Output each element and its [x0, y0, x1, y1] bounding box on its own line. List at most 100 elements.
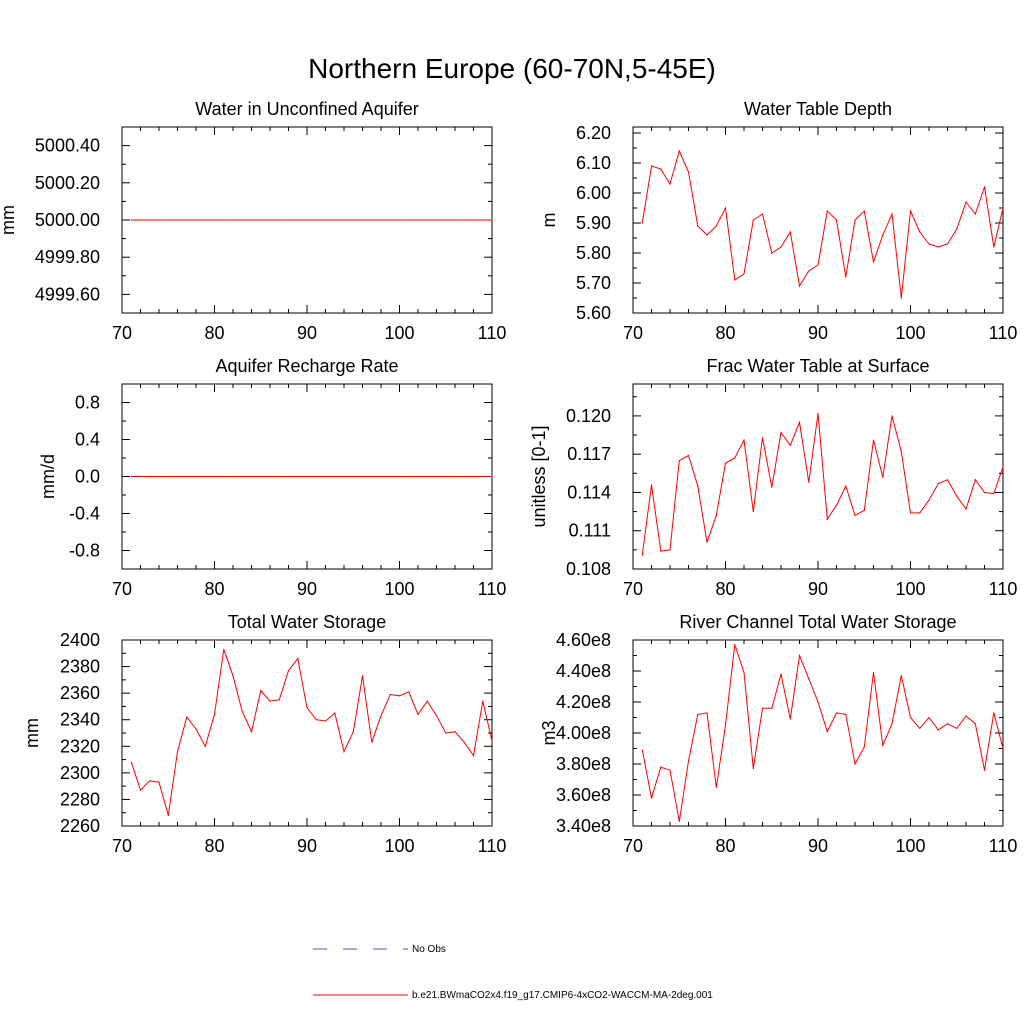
data-point — [706, 541, 708, 543]
data-point — [752, 511, 754, 513]
panel-title: Water Table Depth — [744, 99, 892, 119]
data-point — [139, 789, 142, 791]
data-point — [398, 219, 401, 221]
data-point — [808, 481, 810, 483]
x-tick-label: 80 — [204, 579, 224, 599]
y-axis-label: m3 — [539, 720, 559, 745]
data-point — [798, 654, 801, 657]
y-tick-label: 6.00 — [576, 183, 611, 203]
data-point — [223, 219, 225, 221]
data-point — [306, 475, 308, 478]
data-point — [435, 715, 438, 717]
data-point — [752, 219, 754, 221]
data-point — [149, 780, 151, 782]
data-point — [789, 718, 791, 720]
y-tick-label: 5000.00 — [35, 210, 100, 230]
panel-3: Aquifer Recharge Rate mm/d 70 80 90 100 110 -0.… — [38, 356, 506, 599]
x-tick-label: 100 — [384, 579, 414, 599]
panel-5: Total Water Storage mm 70 80 90 100 110 2260 228… — [22, 612, 506, 856]
data-point — [278, 475, 280, 478]
data-point — [454, 475, 456, 478]
data-point — [706, 234, 708, 236]
y-tick-label: 5.60 — [576, 303, 611, 323]
data-point — [241, 711, 243, 713]
data-point — [697, 713, 699, 716]
data-point — [260, 689, 262, 692]
data-point — [371, 219, 373, 221]
legend: No Obs b.e21.BWmaCO2x4.f19_g17.CMIP6-4xC… — [313, 944, 713, 1001]
data-point — [195, 728, 197, 730]
data-point — [213, 713, 216, 716]
y-tick-label: 2380 — [60, 657, 100, 677]
data-point — [650, 797, 653, 799]
data-point — [919, 727, 921, 730]
data-point — [1002, 747, 1004, 750]
data-point — [919, 231, 921, 233]
panel-1: Water in Unconfined Aquifer mm 70 80 90 100 11… — [0, 99, 506, 343]
plot-frame — [632, 639, 1004, 827]
data-point — [845, 485, 847, 487]
y-tick-label: -0.8 — [69, 541, 100, 561]
x-tick-label: 70 — [623, 836, 643, 856]
data-point — [167, 814, 169, 817]
data-point — [324, 475, 327, 478]
y-tick-label: 0.108 — [566, 559, 611, 579]
data-point — [928, 499, 930, 501]
data-point — [223, 475, 225, 478]
x-tick-label: 100 — [384, 323, 414, 343]
data-point — [343, 751, 345, 753]
data-point — [789, 444, 791, 446]
data-point — [965, 715, 967, 717]
data-point — [993, 712, 995, 714]
data-point — [687, 454, 690, 456]
data-point — [669, 549, 671, 551]
data-point — [278, 699, 280, 701]
y-tick-label: 4999.60 — [35, 284, 100, 304]
data-point — [445, 732, 447, 734]
data-point — [734, 457, 736, 459]
y-tick-label: 5.90 — [576, 213, 611, 233]
data-point — [798, 421, 801, 423]
y-tick-label: 4.00e8 — [556, 723, 611, 743]
panel-4: Frac Water Table at Surface unitless [0-1… — [529, 356, 1017, 599]
data-point — [408, 475, 410, 478]
data-point — [389, 475, 391, 478]
y-tick-label: 0.4 — [75, 430, 100, 450]
data-point — [965, 508, 967, 510]
data-point — [965, 201, 967, 203]
plot-frame — [121, 639, 493, 827]
data-point — [250, 219, 253, 221]
data-point — [491, 740, 493, 742]
data-point — [882, 744, 884, 747]
y-tick-label: 2320 — [60, 736, 100, 756]
data-point — [213, 475, 216, 478]
data-point — [650, 484, 653, 486]
data-point — [287, 475, 290, 478]
x-tick-label: 110 — [478, 836, 507, 856]
data-point — [817, 264, 819, 266]
data-point — [983, 491, 986, 493]
x-tick-label: 90 — [297, 323, 317, 343]
data-point — [204, 219, 206, 221]
data-point — [771, 707, 773, 709]
data-point — [956, 727, 958, 730]
data-point — [297, 475, 299, 478]
x-tick-label: 70 — [112, 836, 132, 856]
data-point — [678, 820, 680, 823]
data-point — [743, 671, 745, 674]
data-point — [743, 439, 745, 441]
data-point — [863, 210, 865, 212]
data-point — [743, 273, 745, 275]
y-axis-label: mm/d — [38, 454, 58, 499]
data-point — [361, 675, 364, 677]
x-tick-label: 110 — [989, 579, 1018, 599]
data-point — [872, 439, 875, 441]
data-point — [780, 431, 782, 434]
x-tick-label: 90 — [808, 323, 828, 343]
data-point — [315, 475, 317, 478]
data-point — [408, 219, 410, 221]
data-point — [660, 168, 662, 170]
data-point — [204, 745, 206, 747]
data-point — [343, 475, 345, 478]
data-point — [1002, 207, 1004, 209]
